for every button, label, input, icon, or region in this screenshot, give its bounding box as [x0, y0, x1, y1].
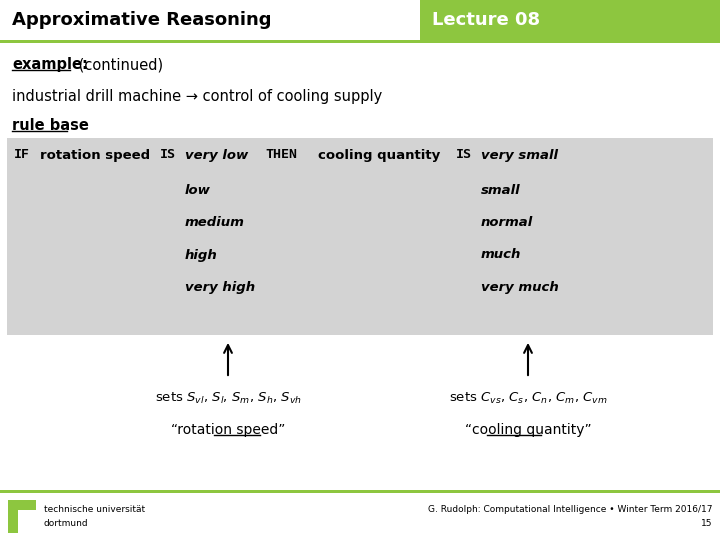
- Text: very high: very high: [185, 281, 255, 294]
- Text: example:: example:: [12, 57, 88, 72]
- Text: rule base: rule base: [12, 118, 89, 133]
- Text: high: high: [185, 248, 217, 261]
- Bar: [420, 0, 720, 40]
- Text: 15: 15: [701, 519, 712, 529]
- Text: rotation speed: rotation speed: [40, 148, 150, 161]
- Text: “cooling quantity”: “cooling quantity”: [464, 423, 591, 437]
- Text: much: much: [481, 248, 521, 261]
- Text: dortmund: dortmund: [44, 519, 89, 529]
- Text: very much: very much: [481, 281, 559, 294]
- Text: IF: IF: [14, 148, 30, 161]
- Bar: [0, 490, 720, 493]
- Bar: [0, 40, 720, 43]
- Text: cooling quantity: cooling quantity: [318, 148, 440, 161]
- Text: (continued): (continued): [74, 57, 163, 72]
- Text: IS: IS: [456, 148, 472, 161]
- Text: industrial drill machine → control of cooling supply: industrial drill machine → control of co…: [12, 90, 382, 105]
- Text: IS: IS: [160, 148, 176, 161]
- Bar: [7, 138, 713, 335]
- Text: small: small: [481, 184, 521, 197]
- Bar: [8, 500, 36, 510]
- Text: THEN: THEN: [265, 148, 297, 161]
- Text: G. Rudolph: Computational Intelligence • Winter Term 2016/17: G. Rudolph: Computational Intelligence •…: [428, 505, 712, 515]
- Bar: [0, 0, 720, 40]
- Text: low: low: [185, 184, 211, 197]
- Text: Approximative Reasoning: Approximative Reasoning: [12, 11, 271, 29]
- Bar: [8, 500, 18, 533]
- Text: very low: very low: [185, 148, 248, 161]
- Text: sets $S_{vl}$, $S_{l}$, $S_{m}$, $S_{h}$, $S_{vh}$: sets $S_{vl}$, $S_{l}$, $S_{m}$, $S_{h}$…: [155, 390, 302, 406]
- Text: medium: medium: [185, 215, 245, 228]
- Text: sets $C_{vs}$, $C_{s}$, $C_{n}$, $C_{m}$, $C_{vm}$: sets $C_{vs}$, $C_{s}$, $C_{n}$, $C_{m}$…: [449, 390, 608, 406]
- Text: very small: very small: [481, 148, 558, 161]
- Text: Lecture 08: Lecture 08: [432, 11, 540, 29]
- Text: normal: normal: [481, 215, 534, 228]
- Text: technische universität: technische universität: [44, 505, 145, 515]
- Text: “rotation speed”: “rotation speed”: [171, 423, 285, 437]
